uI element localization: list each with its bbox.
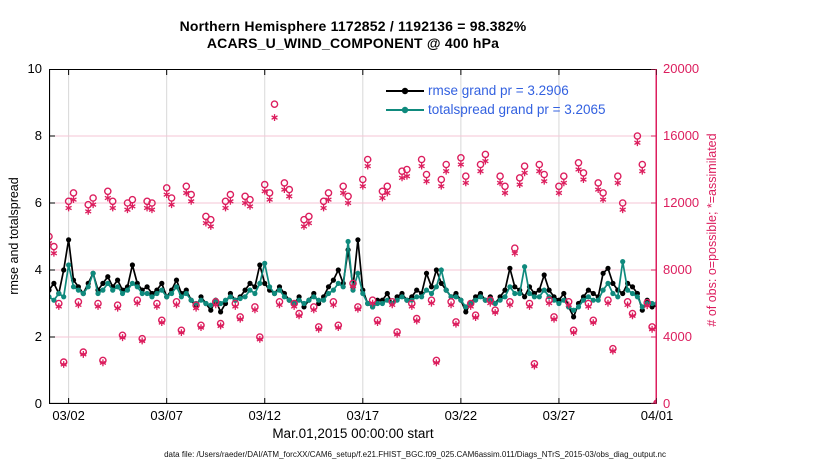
rmse-line-sample-icon [386,87,424,94]
x-tick-label: 03/12 [248,408,281,423]
legend-label-rmse: rmse grand pr = 3.2906 [428,83,569,98]
left-y-tick-label: 4 [34,262,42,277]
right-y-tick-label: 4000 [663,329,692,344]
legend-label-totalspread: totalspread grand pr = 3.2065 [428,102,606,117]
legend-item-totalspread: totalspread grand pr = 3.2065 [385,100,606,119]
chart-title: Northern Hemisphere 1172852 / 1192136 = … [49,18,657,52]
left-y-tick-label: 0 [34,396,42,411]
left-y-tick-label: 8 [34,128,42,143]
x-tick-label: 03/22 [444,408,478,423]
right-y-tick-label: 12000 [663,195,700,210]
left-y-axis-title: rmse and totalspread [7,177,21,295]
right-y-tick-label: 0 [663,396,671,411]
left-y-tick-label: 2 [34,329,42,344]
x-axis-title: Mar.01,2015 00:00:00 start [272,426,434,441]
right-y-tick-label: 20000 [663,61,700,76]
x-tick-label: 03/27 [542,408,576,423]
left-y-tick-label: 10 [27,61,42,76]
totalspread-line-sample-icon [386,106,424,113]
title-line-2: ACARS_U_WIND_COMPONENT @ 400 hPa [206,35,500,51]
left-y-tick-label: 6 [34,195,42,210]
x-tick-label: 03/17 [346,408,380,423]
x-tick-label: 04/01 [640,408,674,423]
plot-canvas [45,68,661,407]
legend: rmse grand pr = 3.2906 totalspread grand… [385,81,606,119]
right-y-axis-title: # of obs: o=possible; *=assimilated [705,133,719,327]
right-y-tick-label: 16000 [663,128,700,143]
plot-area: rmse grand pr = 3.2906 totalspread grand… [45,68,661,407]
data-file-path: data file: /Users/raeder/DAI/ATM_forcXX/… [164,450,666,459]
x-tick-label: 03/07 [150,408,183,423]
x-tick-label: 03/02 [52,408,85,423]
right-y-tick-label: 8000 [663,262,692,277]
legend-item-rmse: rmse grand pr = 3.2906 [385,81,606,100]
title-line-1: Northern Hemisphere 1172852 / 1192136 = … [179,18,527,34]
